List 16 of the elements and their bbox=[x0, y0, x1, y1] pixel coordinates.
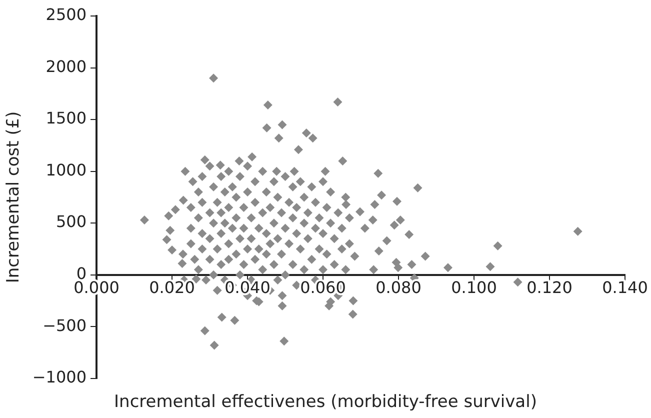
x-tick-label: 0.060 bbox=[300, 278, 346, 298]
x-tick-label: 0.040 bbox=[224, 278, 270, 298]
y-axis-title: Incremental cost (£) bbox=[4, 111, 24, 284]
x-tick-label: 0.100 bbox=[451, 278, 497, 298]
y-tick-label: 2000 bbox=[46, 56, 87, 76]
y-tick-label: −500 bbox=[42, 316, 87, 335]
x-axis-title: Incremental effectivenes (morbidity-free survival) bbox=[113, 392, 538, 412]
y-tick-label: 1000 bbox=[46, 160, 87, 180]
y-tick-label: 500 bbox=[56, 212, 87, 232]
x-tick-label: 0.080 bbox=[376, 278, 422, 298]
x-tick-label: 0.120 bbox=[526, 278, 572, 298]
y-tick-label: 2500 bbox=[46, 5, 87, 24]
y-tick-label: −1000 bbox=[32, 368, 87, 387]
y-tick-label: 1500 bbox=[46, 108, 87, 128]
x-tick-label: 0.140 bbox=[602, 278, 648, 298]
x-tick-label: 0.020 bbox=[149, 278, 195, 298]
